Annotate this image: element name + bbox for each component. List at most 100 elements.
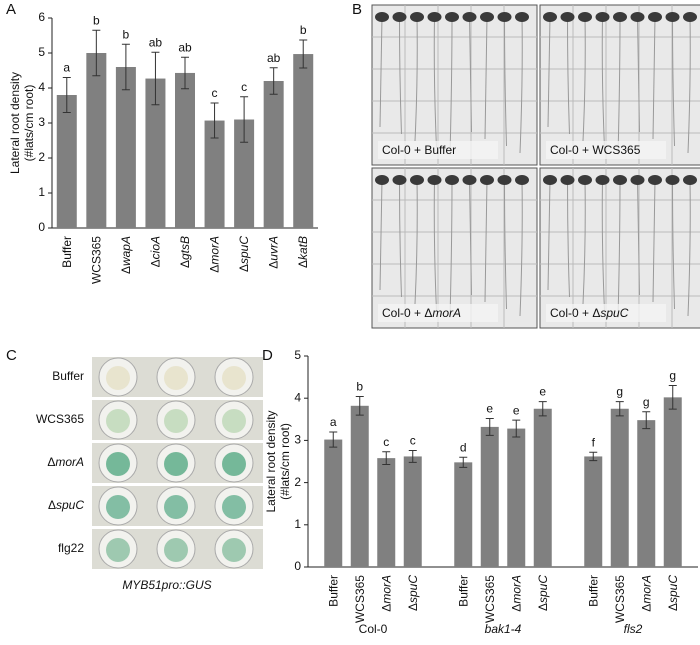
error-bar-line	[181, 56, 189, 90]
y-axis-label: Lateral root density	[264, 410, 278, 512]
well-tissue	[106, 495, 130, 519]
x-tick-label: ΔspuC	[237, 236, 251, 272]
significance-letter: d	[460, 440, 467, 454]
well-tissue	[222, 366, 246, 390]
root	[519, 16, 523, 154]
bar	[403, 456, 422, 567]
well-tissue	[106, 452, 130, 476]
bar	[324, 439, 343, 567]
x-tick-label: Buffer	[326, 575, 340, 607]
bar	[86, 53, 107, 228]
well-tissue	[222, 495, 246, 519]
error-bar-line	[329, 431, 338, 448]
root	[519, 179, 523, 317]
leaf	[683, 12, 697, 22]
leaf	[392, 12, 407, 22]
significance-letter: e	[539, 385, 546, 399]
y-tick-label: 2	[38, 150, 45, 164]
leaf	[648, 12, 662, 22]
root	[672, 179, 675, 310]
bar	[454, 462, 473, 567]
x-tick-label: Buffer	[586, 575, 600, 607]
well-tissue	[164, 538, 188, 562]
leaf	[480, 12, 494, 22]
leaf	[665, 175, 680, 185]
significance-letter: c	[410, 434, 416, 448]
leaf	[630, 12, 645, 22]
error-bar-line	[92, 29, 101, 77]
photo-caption: MYB51pro::GUS	[122, 578, 211, 592]
error-bar-line	[269, 67, 278, 95]
bar	[234, 119, 255, 228]
x-tick-label: ΔmorA	[379, 575, 393, 612]
root	[469, 179, 472, 296]
root	[652, 179, 656, 303]
error-bar-line	[151, 51, 160, 106]
root	[637, 16, 640, 133]
x-tick-label: ΔkatB	[296, 236, 310, 268]
bar	[637, 420, 656, 567]
well-tissue	[222, 409, 246, 433]
significance-letter: ab	[267, 51, 281, 65]
error-bar-line	[355, 396, 364, 416]
root	[433, 16, 437, 149]
y-tick-label: 2	[294, 475, 301, 489]
y-tick-label: 1	[294, 517, 301, 531]
leaf	[613, 12, 627, 22]
y-tick-label: 3	[294, 433, 301, 447]
root	[672, 16, 675, 147]
well-tissue	[164, 409, 188, 433]
error-bar	[121, 43, 130, 91]
leaf	[543, 175, 557, 185]
bar	[507, 428, 526, 567]
significance-letter: b	[123, 27, 130, 41]
row-label: Buffer	[52, 369, 84, 383]
root	[601, 179, 605, 312]
error-bar-line	[668, 385, 677, 410]
leaf	[427, 12, 442, 22]
significance-letter: c	[212, 86, 218, 100]
leaf	[595, 12, 610, 22]
significance-letter: c	[241, 80, 247, 94]
bar	[56, 95, 77, 228]
leaf	[630, 175, 645, 185]
bar	[263, 81, 284, 228]
leaf	[375, 12, 389, 22]
photo-caption: Col-0 + Buffer	[382, 143, 456, 157]
leaf	[462, 175, 477, 185]
well-tissue	[164, 495, 188, 519]
significance-letter: e	[513, 403, 520, 417]
bar	[115, 67, 136, 228]
error-bar	[151, 51, 160, 106]
significance-letter: ab	[178, 40, 192, 54]
x-tick-label: ΔspuC	[536, 575, 550, 611]
root	[399, 16, 402, 135]
root	[449, 16, 453, 156]
error-bar	[408, 450, 417, 463]
error-bar-line	[62, 77, 71, 113]
x-tick-label: ΔcioA	[149, 236, 163, 267]
leaf	[560, 175, 575, 185]
error-bar-line	[121, 43, 130, 91]
leaf	[578, 12, 592, 22]
bar	[377, 458, 396, 567]
x-tick-label: ΔgtsB	[178, 236, 192, 268]
error-bar-line	[615, 401, 624, 417]
error-bar-line	[485, 417, 494, 436]
significance-letter: c	[383, 435, 389, 449]
error-bar	[329, 431, 338, 448]
well-tissue	[222, 452, 246, 476]
significance-letter: e	[486, 402, 493, 416]
row-label: flg22	[58, 541, 84, 555]
x-tick-label: ΔuvrA	[267, 236, 281, 269]
bar	[293, 54, 314, 228]
root	[687, 16, 691, 154]
x-tick-label: ΔmorA	[509, 575, 523, 612]
error-bar	[485, 417, 494, 436]
root	[399, 179, 402, 298]
error-bar	[181, 56, 189, 90]
well-tissue	[106, 538, 130, 562]
error-bar	[538, 401, 547, 417]
panel-label: A	[6, 1, 16, 18]
error-bar-line	[642, 411, 651, 430]
